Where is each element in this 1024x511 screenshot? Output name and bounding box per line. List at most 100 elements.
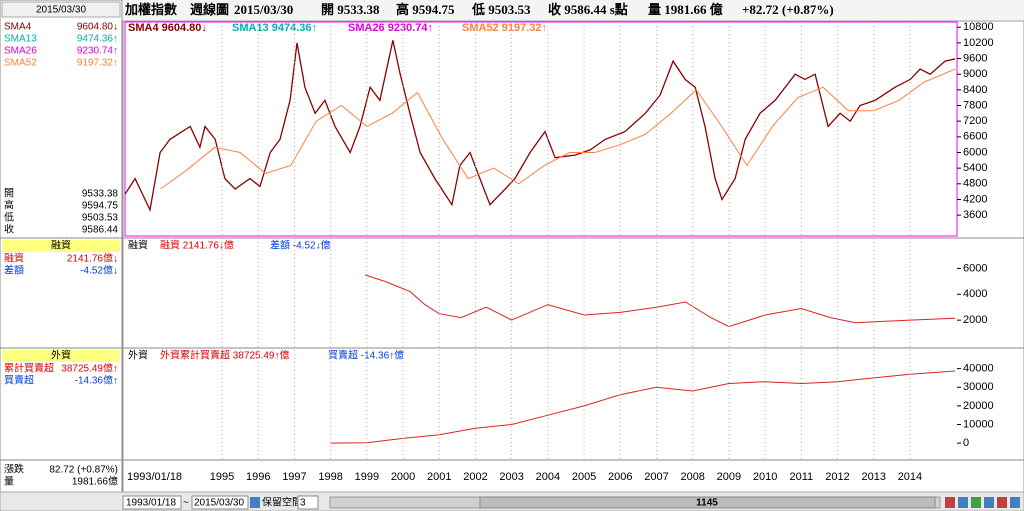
sidebar-label: 差額 [4, 264, 24, 277]
x-tick-label: 2002 [463, 471, 487, 483]
icon[interactable] [250, 497, 260, 508]
x-start-label: 1993/01/18 [127, 471, 182, 483]
sidebar-date: 2015/03/30 [36, 5, 86, 16]
x-tick-label: 2003 [499, 471, 523, 483]
section-title: 融資 [51, 240, 71, 252]
header-item: 週線圖 [190, 2, 229, 17]
sidebar-label: 融資 [4, 253, 24, 265]
header-item: 加權指數 [124, 2, 177, 17]
y-tick-label: 10200 [963, 37, 994, 49]
section-title: 外資 [51, 350, 71, 362]
x-tick-label: 1997 [282, 471, 306, 483]
sidebar-label: 開 [4, 188, 14, 200]
sidebar-rows: SMA4 9604.80↓ SMA13 9474.36↑ SMA26 9230.74↑ SM… [4, 22, 118, 488]
sidebar-value: 9533.38 [82, 189, 119, 200]
to-date-input[interactable] [191, 495, 249, 510]
x-tick-label: 2004 [536, 471, 560, 483]
toolbar-button[interactable] [971, 497, 981, 508]
chart-area [122, 20, 1024, 493]
y-tick-label: 5400 [963, 162, 987, 174]
panel-legend: SMA13 9474.36↑ [232, 22, 317, 34]
y-tick-label: 20000 [963, 400, 994, 412]
scroll-thumb[interactable] [479, 496, 936, 509]
y-tick-label: 40000 [963, 363, 994, 375]
x-tick-label: 1996 [246, 471, 270, 483]
x-tick-label: 2012 [825, 471, 849, 483]
bar-count: 1145 [696, 498, 718, 509]
header-item: 高 9594.75 [396, 2, 455, 17]
toolbar-button[interactable] [997, 497, 1007, 508]
x-tick-label: 2010 [753, 471, 777, 483]
price-panel [124, 21, 958, 237]
y-tick-label: 10000 [963, 418, 994, 430]
section-header [2, 240, 120, 252]
sidebar-label: SMA4 [4, 22, 32, 33]
date-separator: ~ [183, 498, 189, 509]
keep-input[interactable] [297, 495, 319, 510]
toolbar-button[interactable] [958, 497, 968, 508]
panel-legend: 買賣超 -14.36↑億 [328, 349, 404, 362]
x-tick-label: 2000 [391, 471, 415, 483]
sidebar-value: 9604.80↓ [77, 22, 118, 33]
y-tick-label: 30000 [963, 381, 994, 393]
header-bar [123, 0, 1024, 20]
toolbar-button[interactable] [1010, 497, 1020, 508]
y-tick-label: 9000 [963, 68, 987, 80]
panel-title: 融資 [128, 240, 148, 252]
x-tick-label: 2001 [427, 471, 451, 483]
header-item: 2015/03/30 [234, 2, 293, 17]
series-line [330, 370, 956, 444]
sidebar-value: 82.72 (+0.87%) [49, 465, 118, 476]
header-item: 量 1981.66 億 [648, 2, 723, 17]
sidebar-value: 9474.36↑ [77, 34, 118, 45]
sidebar-label: 漲跌 [4, 463, 24, 476]
y-tick-label: 7200 [963, 115, 987, 127]
y-tick-label: 0 [963, 437, 969, 449]
toolbar-button[interactable] [945, 497, 955, 508]
sidebar-value: 9503.53 [82, 213, 119, 224]
toolbar-button[interactable] [984, 497, 994, 508]
sidebar-value: 38725.49億↑ [61, 362, 118, 375]
series-line [124, 40, 956, 213]
series-line [160, 68, 956, 190]
y-tick-label: 4000 [963, 288, 987, 300]
y-tick-label: 3600 [963, 209, 987, 221]
y-tick-label: 8400 [963, 84, 987, 96]
sidebar-label: 量 [4, 476, 14, 488]
y-tick-label: 4800 [963, 178, 987, 190]
x-tick-label: 2014 [898, 471, 922, 483]
sidebar-label: SMA13 [4, 34, 37, 45]
y-tick-label: 10800 [963, 21, 994, 33]
x-tick-label: 2005 [572, 471, 596, 483]
series-line [364, 274, 956, 328]
sidebar-value: 9594.75 [82, 201, 119, 212]
header-item: +82.72 (+0.87%) [742, 2, 834, 17]
x-tick-label: 2013 [861, 471, 885, 483]
sidebar-value: 2141.76億↓ [67, 252, 118, 265]
from-date-input[interactable] [122, 495, 182, 510]
x-tick-label: 1999 [355, 471, 379, 483]
x-tick-label: 2011 [789, 471, 813, 483]
y-tick-label: 6000 [963, 262, 987, 274]
x-tick-label: 1998 [318, 471, 342, 483]
sidebar-value: 1981.66億 [72, 475, 118, 488]
sidebar-value: -14.36億↑ [75, 374, 118, 387]
sidebar-label: SMA52 [4, 58, 37, 69]
panel-legend: SMA4 9604.80↓ [128, 22, 207, 34]
section-header [2, 350, 120, 362]
x-tick-label: 1995 [210, 471, 234, 483]
header-item: 低 9503.53 [471, 2, 531, 17]
x-tick-label: 2009 [717, 471, 741, 483]
panel-legend: SMA52 9197.32↑ [462, 22, 547, 34]
panel-legend: SMA26 9230.74↑ [348, 22, 433, 34]
panel-legend: 差額 -4.52↓億 [270, 239, 331, 252]
keep-label: 保留空間 [262, 496, 302, 509]
from-date: 1993/01/18 [126, 498, 176, 509]
sidebar-label: 收 [4, 223, 14, 236]
header-item: 開 9533.38 [321, 2, 380, 17]
header-item: 收 9586.44 s點 [548, 2, 628, 17]
sidebar-value: -4.52億↓ [80, 264, 118, 277]
y-tick-label: 7800 [963, 99, 987, 111]
y-tick-label: 6000 [963, 146, 987, 158]
